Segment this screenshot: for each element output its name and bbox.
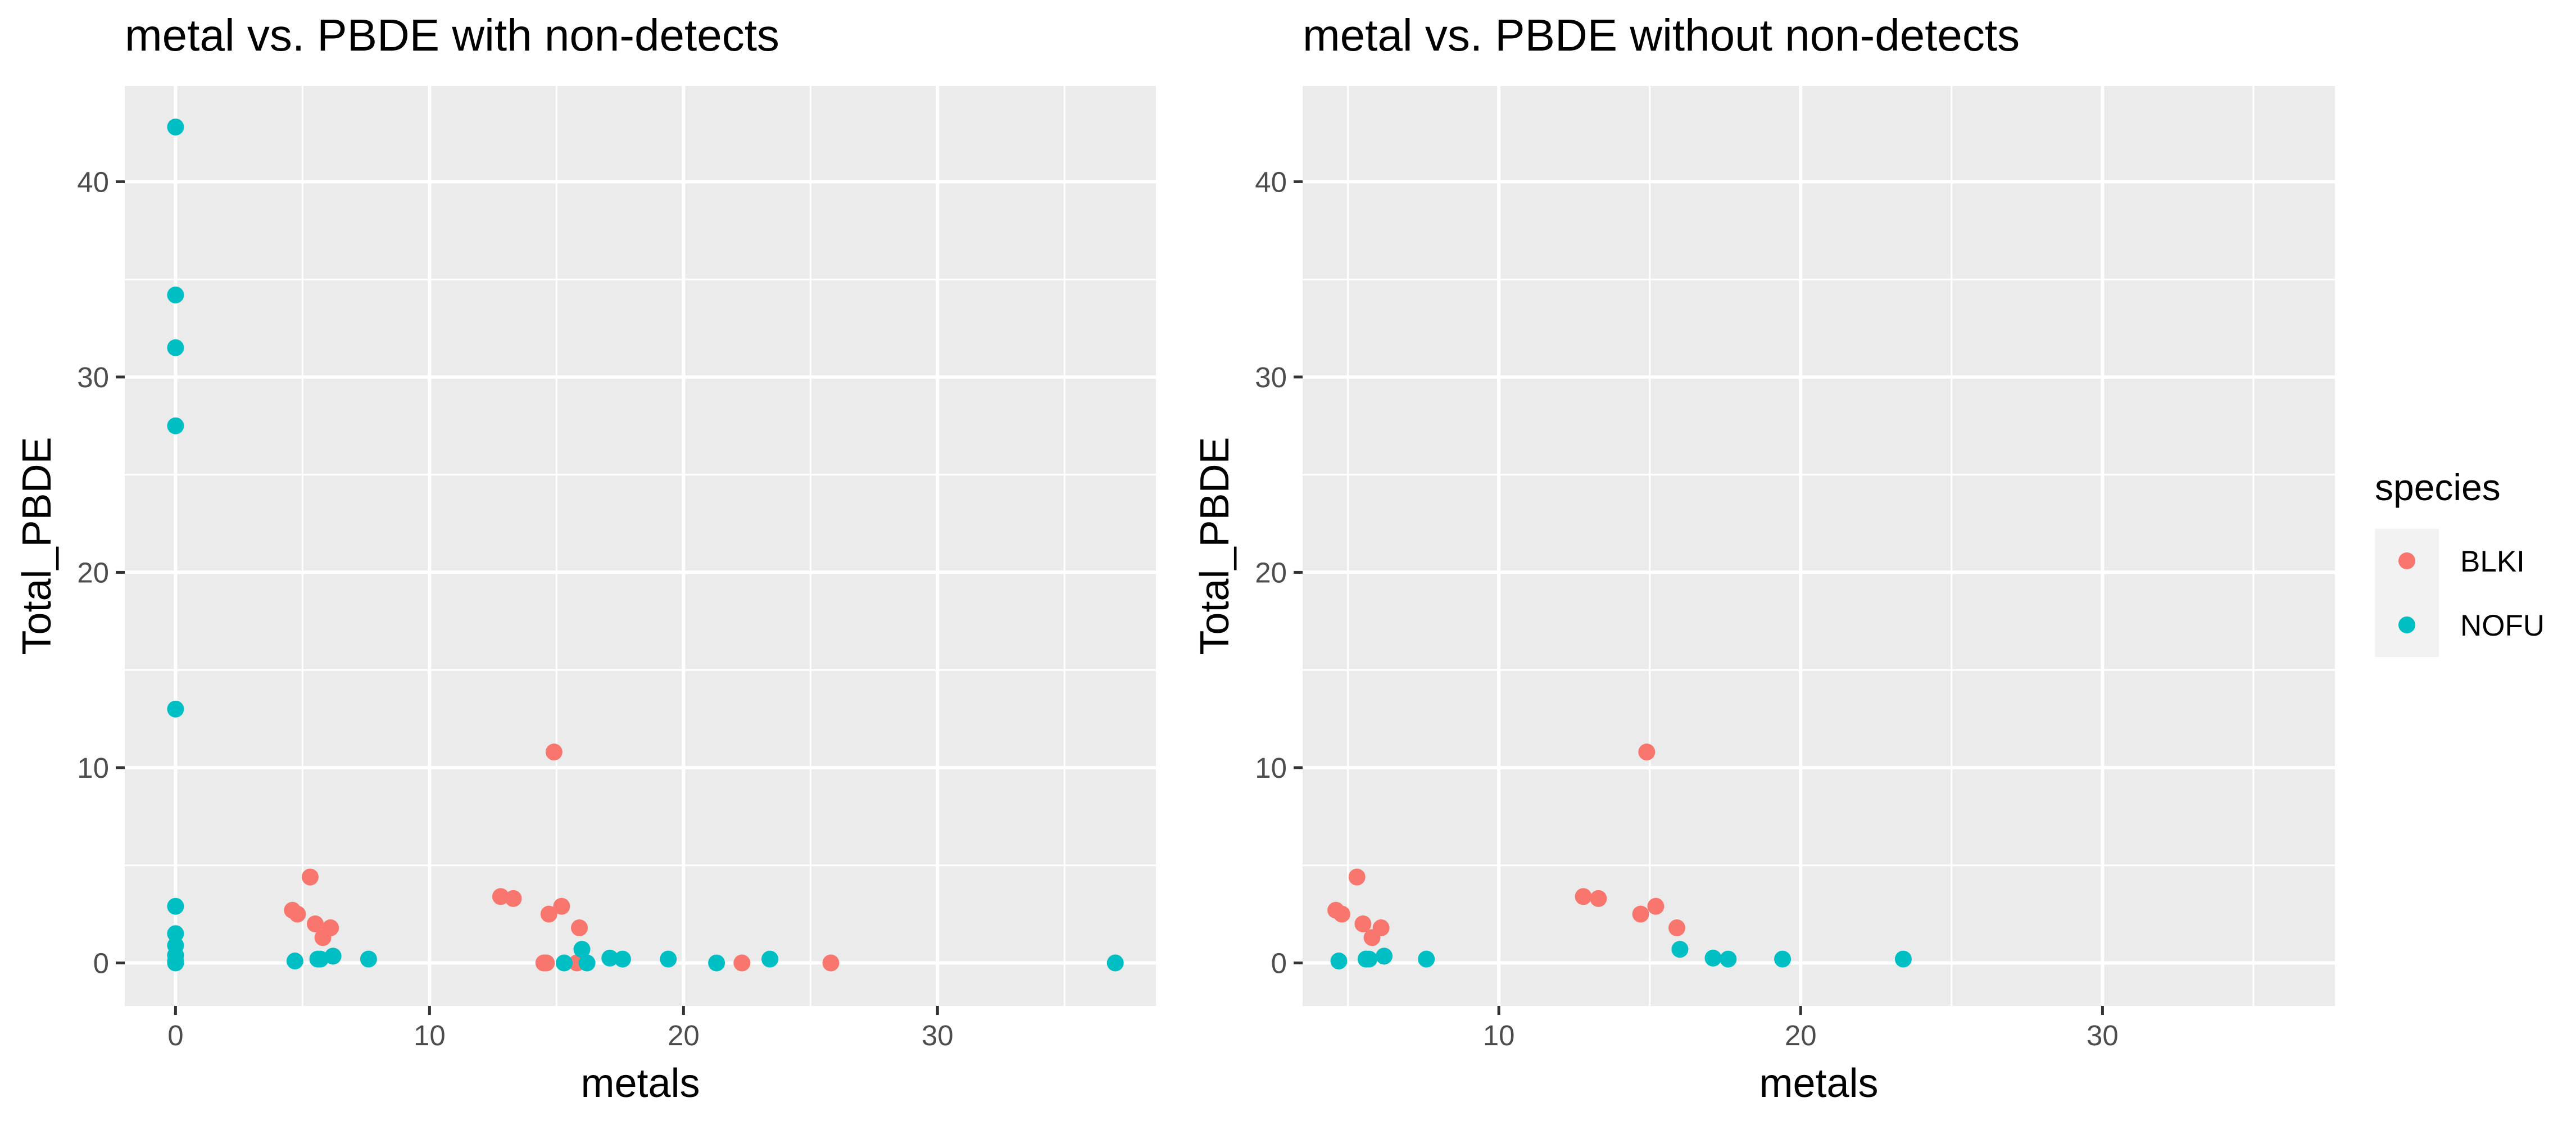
y-axis-title: Total_PBDE bbox=[15, 437, 60, 655]
data-point-nofu bbox=[1330, 953, 1348, 970]
x-tick-label: 20 bbox=[668, 1019, 700, 1051]
data-point-nofu bbox=[167, 954, 184, 972]
data-point-blki bbox=[733, 954, 751, 972]
data-point-nofu bbox=[660, 950, 677, 968]
data-point-blki bbox=[553, 897, 570, 915]
data-point-nofu bbox=[601, 949, 619, 967]
data-point-blki bbox=[1333, 905, 1350, 923]
data-point-blki bbox=[540, 905, 557, 923]
data-point-nofu bbox=[324, 947, 342, 965]
data-point-nofu bbox=[167, 417, 184, 434]
data-point-blki bbox=[289, 905, 306, 923]
y-tick-label: 0 bbox=[93, 947, 109, 980]
data-point-nofu bbox=[167, 286, 184, 303]
data-point-blki bbox=[1590, 890, 1607, 907]
data-point-nofu bbox=[1894, 950, 1912, 968]
data-point-nofu bbox=[1774, 950, 1792, 968]
data-point-blki bbox=[822, 954, 840, 972]
data-point-nofu bbox=[167, 700, 184, 718]
data-point-nofu bbox=[578, 954, 596, 972]
data-point-nofu bbox=[167, 897, 184, 915]
data-point-blki bbox=[1575, 888, 1592, 905]
y-tick-label: 30 bbox=[1255, 361, 1287, 393]
x-axis-title: metals bbox=[1759, 1061, 1878, 1106]
data-point-nofu bbox=[1106, 954, 1124, 972]
legend: species BLKI NOFU bbox=[2375, 466, 2545, 657]
y-tick-label: 30 bbox=[77, 361, 109, 393]
data-point-nofu bbox=[573, 941, 591, 958]
data-point-nofu bbox=[614, 950, 631, 968]
data-point-blki bbox=[306, 915, 324, 933]
x-tick-label: 10 bbox=[414, 1019, 446, 1051]
y-tick-label: 20 bbox=[77, 556, 109, 588]
data-point-blki bbox=[1647, 897, 1665, 915]
data-point-blki bbox=[505, 890, 522, 907]
data-point-blki bbox=[1632, 905, 1649, 923]
data-point-blki bbox=[1372, 919, 1390, 936]
data-point-nofu bbox=[555, 954, 573, 972]
x-tick-label: 30 bbox=[922, 1019, 954, 1051]
data-point-nofu bbox=[312, 950, 329, 968]
data-point-blki bbox=[571, 919, 588, 936]
legend-title: species bbox=[2375, 466, 2501, 508]
y-tick-label: 10 bbox=[1255, 752, 1287, 784]
y-tick-label: 40 bbox=[1255, 166, 1287, 198]
data-point-nofu bbox=[761, 950, 779, 968]
legend-key-nofu bbox=[2398, 616, 2415, 633]
data-point-nofu bbox=[167, 925, 184, 942]
x-tick-label: 0 bbox=[167, 1019, 183, 1051]
data-point-blki bbox=[545, 743, 563, 761]
x-tick-label: 20 bbox=[1785, 1019, 1817, 1051]
data-point-nofu bbox=[286, 953, 303, 970]
data-point-nofu bbox=[1720, 950, 1737, 968]
data-point-blki bbox=[492, 888, 509, 905]
y-axis-title: Total_PBDE bbox=[1192, 437, 1237, 655]
data-point-nofu bbox=[167, 118, 184, 135]
chart-title: metal vs. PBDE with non-detects bbox=[125, 10, 779, 60]
y-tick-label: 0 bbox=[1271, 947, 1287, 980]
chart-title: metal vs. PBDE without non-detects bbox=[1303, 10, 2020, 60]
data-point-nofu bbox=[1704, 949, 1722, 967]
x-tick-label: 10 bbox=[1483, 1019, 1515, 1051]
data-point-nofu bbox=[1671, 941, 1689, 958]
data-point-nofu bbox=[1376, 947, 1393, 965]
data-point-nofu bbox=[360, 950, 377, 968]
legend-label-nofu: NOFU bbox=[2460, 609, 2545, 642]
y-tick-label: 10 bbox=[77, 752, 109, 784]
chart-panel-2: 10 20 30 0 10 20 30 40 metal vs. PBDE without no… bbox=[1192, 10, 2335, 1106]
data-point-blki bbox=[322, 919, 339, 936]
y-tick-label: 20 bbox=[1255, 556, 1287, 588]
plot-panel-background bbox=[1303, 86, 2335, 1006]
data-point-blki bbox=[301, 868, 319, 886]
legend-label-blki: BLKI bbox=[2460, 545, 2525, 578]
chart-panel-1: 0 10 20 30 0 10 20 30 40 metal vs. PBDE with non-… bbox=[15, 10, 1156, 1106]
data-point-blki bbox=[1638, 743, 1656, 761]
y-tick-label: 40 bbox=[77, 166, 109, 198]
data-point-blki bbox=[538, 954, 555, 972]
data-point-nofu bbox=[1418, 950, 1435, 968]
data-point-nofu bbox=[167, 339, 184, 356]
x-axis-title: metals bbox=[580, 1061, 700, 1106]
data-point-nofu bbox=[1360, 950, 1378, 968]
data-point-blki bbox=[1354, 915, 1372, 933]
x-tick-label: 30 bbox=[2087, 1019, 2119, 1051]
data-point-blki bbox=[1348, 868, 1366, 886]
data-point-blki bbox=[1668, 919, 1686, 936]
data-point-nofu bbox=[708, 954, 725, 972]
legend-key-blki bbox=[2398, 552, 2415, 569]
plot-panel-background bbox=[125, 86, 1156, 1006]
